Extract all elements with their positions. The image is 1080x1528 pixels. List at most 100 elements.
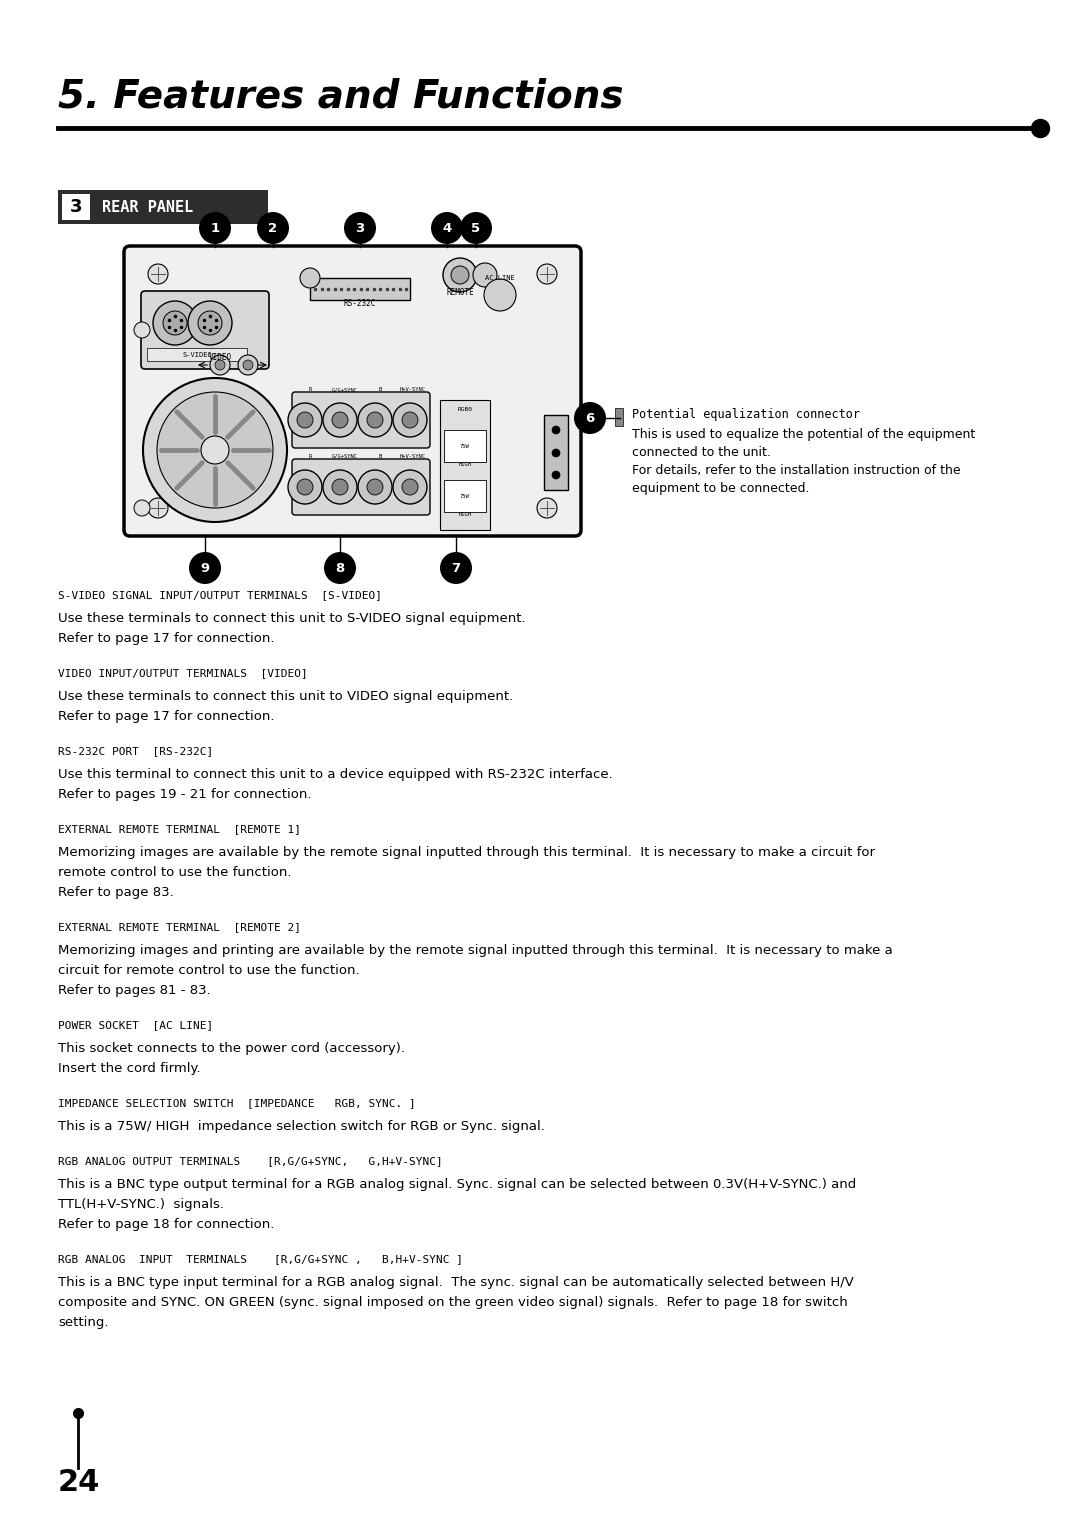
Circle shape — [357, 471, 392, 504]
Circle shape — [402, 413, 418, 428]
Circle shape — [198, 312, 222, 335]
Circle shape — [188, 301, 232, 345]
Text: R: R — [309, 454, 312, 458]
Circle shape — [189, 552, 221, 584]
FancyBboxPatch shape — [292, 393, 430, 448]
Circle shape — [153, 301, 197, 345]
Text: B: B — [378, 454, 381, 458]
Circle shape — [134, 500, 150, 516]
Text: B: B — [378, 387, 381, 393]
Text: 2: 2 — [269, 222, 278, 234]
Text: H+V-SYNC: H+V-SYNC — [400, 454, 426, 458]
Text: REMOTE: REMOTE — [446, 287, 474, 296]
FancyBboxPatch shape — [141, 290, 269, 368]
Text: This is used to equalize the potential of the equipment: This is used to equalize the potential o… — [632, 428, 975, 442]
Text: Insert the cord firmly.: Insert the cord firmly. — [58, 1062, 201, 1076]
Text: 4: 4 — [443, 222, 451, 234]
Text: 75W: 75W — [460, 494, 470, 498]
FancyBboxPatch shape — [58, 189, 268, 225]
Circle shape — [393, 403, 427, 437]
Text: Use this terminal to connect this unit to a device equipped with RS-232C interfa: Use this terminal to connect this unit t… — [58, 769, 612, 781]
Circle shape — [440, 552, 472, 584]
Text: S-VIDEO: S-VIDEO — [183, 351, 212, 358]
FancyBboxPatch shape — [440, 400, 490, 530]
Circle shape — [257, 212, 289, 244]
Circle shape — [443, 258, 477, 292]
Text: 9: 9 — [201, 561, 210, 575]
Circle shape — [345, 212, 376, 244]
FancyBboxPatch shape — [544, 416, 568, 490]
Text: 6: 6 — [585, 411, 595, 425]
Circle shape — [451, 266, 469, 284]
Text: G/G+SYNC: G/G+SYNC — [332, 454, 357, 458]
Text: circuit for remote control to use the function.: circuit for remote control to use the fu… — [58, 964, 360, 976]
Circle shape — [148, 498, 168, 518]
Text: Use these terminals to connect this unit to VIDEO signal equipment.: Use these terminals to connect this unit… — [58, 691, 513, 703]
Text: Refer to pages 81 - 83.: Refer to pages 81 - 83. — [58, 984, 211, 996]
Text: RGB ANALOG OUTPUT TERMINALS    [R,G/G+SYNC,   G,H+V-SYNC]: RGB ANALOG OUTPUT TERMINALS [R,G/G+SYNC,… — [58, 1157, 443, 1166]
Text: remote control to use the function.: remote control to use the function. — [58, 866, 292, 879]
Circle shape — [297, 478, 313, 495]
Circle shape — [323, 403, 357, 437]
Text: equipment to be connected.: equipment to be connected. — [632, 481, 810, 495]
Text: Refer to page 83.: Refer to page 83. — [58, 886, 174, 898]
Text: Refer to page 18 for connection.: Refer to page 18 for connection. — [58, 1218, 274, 1232]
Text: AC LINE: AC LINE — [485, 275, 515, 281]
Circle shape — [367, 413, 383, 428]
Text: Refer to page 17 for connection.: Refer to page 17 for connection. — [58, 633, 274, 645]
Circle shape — [148, 264, 168, 284]
Circle shape — [552, 449, 561, 457]
Circle shape — [537, 264, 557, 284]
Text: Refer to page 17 for connection.: Refer to page 17 for connection. — [58, 711, 274, 723]
FancyBboxPatch shape — [444, 480, 486, 512]
Text: H+V-SYNC: H+V-SYNC — [400, 387, 426, 393]
Circle shape — [332, 478, 348, 495]
Text: VIDEO: VIDEO — [208, 353, 231, 362]
Text: RGB0: RGB0 — [458, 406, 473, 413]
Text: 8: 8 — [336, 561, 345, 575]
Circle shape — [573, 402, 606, 434]
Text: VIDEO INPUT/OUTPUT TERMINALS  [VIDEO]: VIDEO INPUT/OUTPUT TERMINALS [VIDEO] — [58, 668, 308, 678]
Text: EXTERNAL REMOTE TERMINAL  [REMOTE 1]: EXTERNAL REMOTE TERMINAL [REMOTE 1] — [58, 824, 301, 834]
Text: 75W: 75W — [460, 443, 470, 449]
Text: TTL(H+V-SYNC.)  signals.: TTL(H+V-SYNC.) signals. — [58, 1198, 224, 1212]
Circle shape — [484, 280, 516, 312]
Circle shape — [199, 212, 231, 244]
Circle shape — [157, 393, 273, 507]
Circle shape — [431, 212, 463, 244]
Circle shape — [323, 471, 357, 504]
Text: For details, refer to the installation instruction of the: For details, refer to the installation i… — [632, 465, 960, 477]
Text: EXTERNAL REMOTE TERMINAL  [REMOTE 2]: EXTERNAL REMOTE TERMINAL [REMOTE 2] — [58, 921, 301, 932]
Text: HIGH: HIGH — [459, 512, 472, 516]
Text: HIGH: HIGH — [459, 461, 472, 468]
Text: IMPEDANCE SELECTION SWITCH  [IMPEDANCE   RGB, SYNC. ]: IMPEDANCE SELECTION SWITCH [IMPEDANCE RG… — [58, 1099, 416, 1108]
Circle shape — [393, 471, 427, 504]
FancyBboxPatch shape — [62, 194, 90, 220]
Text: 24: 24 — [58, 1468, 100, 1497]
Circle shape — [460, 212, 492, 244]
Text: REAR PANEL: REAR PANEL — [102, 200, 193, 214]
FancyBboxPatch shape — [310, 278, 410, 299]
Text: R: R — [309, 387, 312, 393]
Text: This is a BNC type input terminal for a RGB analog signal.  The sync. signal can: This is a BNC type input terminal for a … — [58, 1276, 854, 1290]
Circle shape — [367, 478, 383, 495]
Text: This socket connects to the power cord (accessory).: This socket connects to the power cord (… — [58, 1042, 405, 1054]
Text: Memorizing images are available by the remote signal inputted through this termi: Memorizing images are available by the r… — [58, 847, 875, 859]
Circle shape — [210, 354, 230, 374]
Text: Memorizing images and printing are available by the remote signal inputted throu: Memorizing images and printing are avail… — [58, 944, 893, 957]
Text: 1: 1 — [211, 222, 219, 234]
Text: POWER SOCKET  [AC LINE]: POWER SOCKET [AC LINE] — [58, 1021, 213, 1030]
Circle shape — [332, 413, 348, 428]
FancyBboxPatch shape — [444, 429, 486, 461]
Text: 3: 3 — [70, 199, 82, 215]
Text: RS-232C PORT  [RS-232C]: RS-232C PORT [RS-232C] — [58, 746, 213, 756]
Circle shape — [143, 377, 287, 523]
Circle shape — [324, 552, 356, 584]
Text: This is a 75W/ HIGH  impedance selection switch for RGB or Sync. signal.: This is a 75W/ HIGH impedance selection … — [58, 1120, 545, 1132]
Text: 7: 7 — [451, 561, 460, 575]
Circle shape — [297, 413, 313, 428]
Text: Refer to pages 19 - 21 for connection.: Refer to pages 19 - 21 for connection. — [58, 788, 311, 801]
Text: RS-232C: RS-232C — [343, 299, 376, 309]
Circle shape — [300, 267, 320, 287]
Text: RGB ANALOG  INPUT  TERMINALS    [R,G/G+SYNC ,   B,H+V-SYNC ]: RGB ANALOG INPUT TERMINALS [R,G/G+SYNC ,… — [58, 1254, 463, 1264]
